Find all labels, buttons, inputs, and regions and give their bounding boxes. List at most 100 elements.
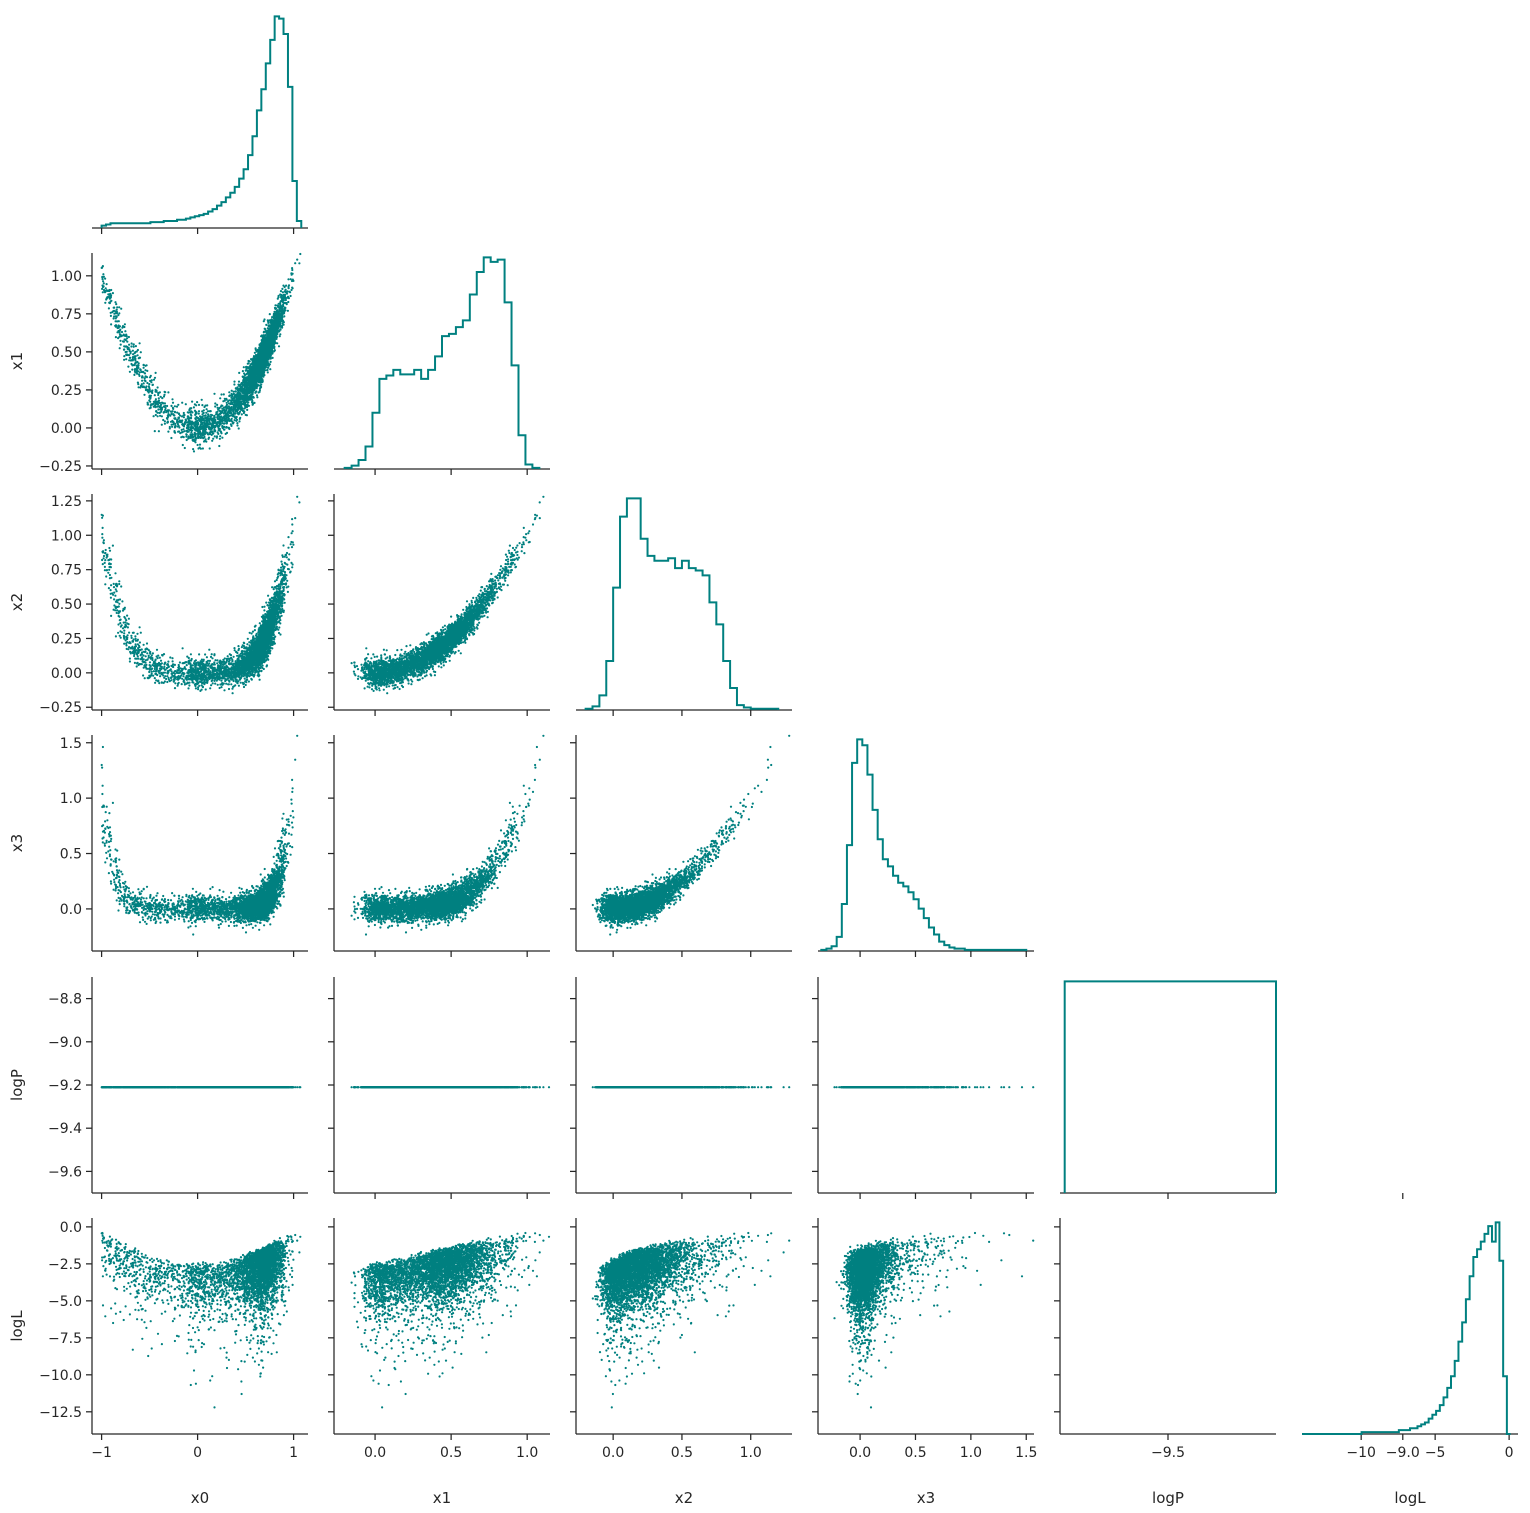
- point: [254, 352, 256, 354]
- point: [123, 355, 125, 357]
- point: [148, 385, 150, 387]
- point: [205, 438, 207, 440]
- y-tick-label: 1.00: [51, 269, 82, 285]
- point: [183, 430, 185, 432]
- point: [239, 417, 241, 419]
- point: [253, 397, 255, 399]
- y-tick-label: 0.50: [51, 345, 82, 361]
- histogram-x0: [102, 16, 302, 228]
- point: [211, 440, 213, 442]
- point: [143, 367, 145, 369]
- point: [232, 415, 234, 417]
- point: [267, 371, 269, 373]
- point: [174, 418, 176, 420]
- point: [181, 415, 183, 417]
- point: [298, 262, 300, 264]
- point: [149, 407, 151, 409]
- point: [104, 302, 106, 304]
- point: [185, 419, 187, 421]
- point: [119, 347, 121, 349]
- point: [158, 397, 160, 399]
- point: [174, 411, 176, 413]
- point: [279, 328, 281, 330]
- point: [131, 342, 133, 344]
- point: [133, 343, 135, 345]
- point: [217, 417, 219, 419]
- point: [164, 423, 166, 425]
- point: [172, 408, 174, 410]
- point: [157, 386, 159, 388]
- point: [217, 431, 219, 433]
- point: [148, 389, 150, 391]
- point: [102, 273, 104, 275]
- point: [174, 425, 176, 427]
- point: [198, 410, 200, 412]
- point: [269, 313, 271, 315]
- point: [264, 328, 266, 330]
- point: [102, 291, 104, 293]
- y-tick-label: 0.25: [51, 383, 82, 399]
- point: [144, 379, 146, 381]
- point: [269, 368, 271, 370]
- point: [118, 306, 120, 308]
- point: [146, 382, 148, 384]
- point: [123, 349, 125, 351]
- point: [181, 402, 183, 404]
- point: [274, 304, 276, 306]
- panel-x0-vs-x0: [92, 16, 308, 234]
- point: [207, 410, 209, 412]
- point: [231, 393, 233, 395]
- point: [214, 402, 216, 404]
- point: [127, 366, 129, 368]
- point: [140, 351, 142, 353]
- point: [112, 292, 114, 294]
- point: [114, 301, 116, 303]
- point: [223, 393, 225, 395]
- point: [185, 436, 187, 438]
- point: [265, 324, 267, 326]
- point: [135, 345, 137, 347]
- point: [134, 358, 136, 360]
- point: [202, 447, 204, 449]
- point: [236, 424, 238, 426]
- point: [128, 344, 130, 346]
- point: [206, 408, 208, 410]
- point: [203, 440, 205, 442]
- point: [154, 377, 156, 379]
- point: [220, 393, 222, 395]
- point: [291, 267, 293, 269]
- point: [104, 278, 106, 280]
- point: [171, 426, 173, 428]
- point: [169, 427, 171, 429]
- point: [128, 359, 130, 361]
- point: [161, 408, 163, 410]
- point: [162, 419, 164, 421]
- point: [176, 419, 178, 421]
- point: [125, 351, 127, 353]
- point: [233, 381, 235, 383]
- point: [110, 315, 112, 317]
- point: [187, 427, 189, 429]
- point: [132, 353, 134, 355]
- point: [223, 429, 225, 431]
- point: [256, 394, 258, 396]
- point: [105, 287, 107, 289]
- point: [216, 404, 218, 406]
- point: [184, 447, 186, 449]
- y-tick-label: 0.00: [51, 421, 82, 437]
- point: [192, 448, 194, 450]
- point: [198, 413, 200, 415]
- point: [270, 361, 272, 363]
- point: [209, 447, 211, 449]
- point: [228, 391, 230, 393]
- point: [120, 308, 122, 310]
- point: [214, 405, 216, 407]
- point: [219, 435, 221, 437]
- point: [238, 381, 240, 383]
- point: [227, 427, 229, 429]
- point: [102, 278, 104, 280]
- point: [189, 411, 191, 413]
- point: [155, 398, 157, 400]
- point: [210, 414, 212, 416]
- point: [214, 435, 216, 437]
